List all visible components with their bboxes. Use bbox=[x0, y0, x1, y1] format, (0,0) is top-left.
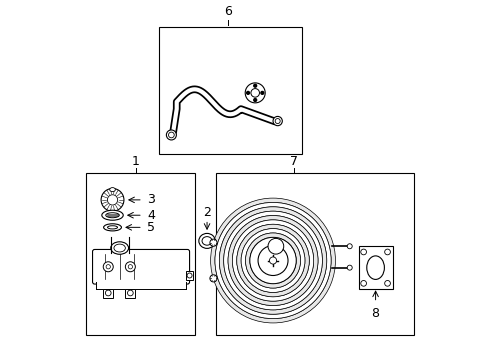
Circle shape bbox=[103, 262, 113, 272]
FancyBboxPatch shape bbox=[92, 249, 189, 284]
Circle shape bbox=[168, 132, 174, 138]
Ellipse shape bbox=[107, 226, 117, 229]
Ellipse shape bbox=[105, 213, 119, 218]
Ellipse shape bbox=[110, 242, 128, 254]
Circle shape bbox=[244, 83, 264, 103]
Circle shape bbox=[166, 130, 176, 140]
Circle shape bbox=[107, 195, 118, 205]
Circle shape bbox=[346, 244, 351, 249]
Ellipse shape bbox=[102, 210, 123, 220]
Circle shape bbox=[106, 265, 110, 269]
Bar bbox=[125, 289, 135, 298]
Bar bbox=[96, 281, 185, 289]
Text: 4: 4 bbox=[147, 209, 155, 222]
Circle shape bbox=[253, 99, 256, 102]
Text: 7: 7 bbox=[290, 155, 298, 168]
Text: 5: 5 bbox=[147, 221, 155, 234]
Ellipse shape bbox=[366, 256, 384, 279]
Text: 6: 6 bbox=[224, 5, 232, 18]
Circle shape bbox=[258, 246, 287, 275]
Circle shape bbox=[249, 237, 296, 284]
Circle shape bbox=[261, 91, 263, 94]
Circle shape bbox=[105, 290, 111, 296]
Circle shape bbox=[384, 280, 389, 286]
Circle shape bbox=[209, 239, 217, 246]
Text: 2: 2 bbox=[203, 206, 210, 219]
Circle shape bbox=[360, 280, 366, 286]
Circle shape bbox=[187, 273, 192, 278]
Bar bbox=[103, 289, 113, 298]
Ellipse shape bbox=[109, 188, 115, 192]
Circle shape bbox=[246, 91, 249, 94]
Circle shape bbox=[125, 262, 135, 272]
Bar bbox=[110, 251, 128, 253]
Bar bbox=[159, 27, 301, 153]
Circle shape bbox=[360, 249, 366, 255]
Circle shape bbox=[128, 265, 132, 269]
Circle shape bbox=[275, 118, 280, 123]
Circle shape bbox=[346, 265, 351, 270]
Bar bbox=[358, 246, 392, 289]
Circle shape bbox=[253, 84, 256, 87]
Bar bbox=[185, 271, 193, 280]
Text: 3: 3 bbox=[147, 193, 155, 206]
Bar bbox=[85, 173, 194, 336]
Circle shape bbox=[209, 275, 217, 282]
Ellipse shape bbox=[103, 224, 121, 231]
Ellipse shape bbox=[114, 244, 125, 252]
Text: 1: 1 bbox=[131, 155, 140, 168]
Ellipse shape bbox=[202, 237, 212, 245]
Circle shape bbox=[127, 290, 133, 296]
Ellipse shape bbox=[199, 233, 215, 248]
Circle shape bbox=[272, 116, 282, 126]
Text: 8: 8 bbox=[371, 307, 379, 320]
Bar bbox=[216, 173, 413, 336]
Circle shape bbox=[101, 189, 123, 211]
Circle shape bbox=[267, 238, 283, 254]
Circle shape bbox=[269, 257, 276, 264]
Circle shape bbox=[384, 249, 389, 255]
Circle shape bbox=[250, 89, 259, 97]
